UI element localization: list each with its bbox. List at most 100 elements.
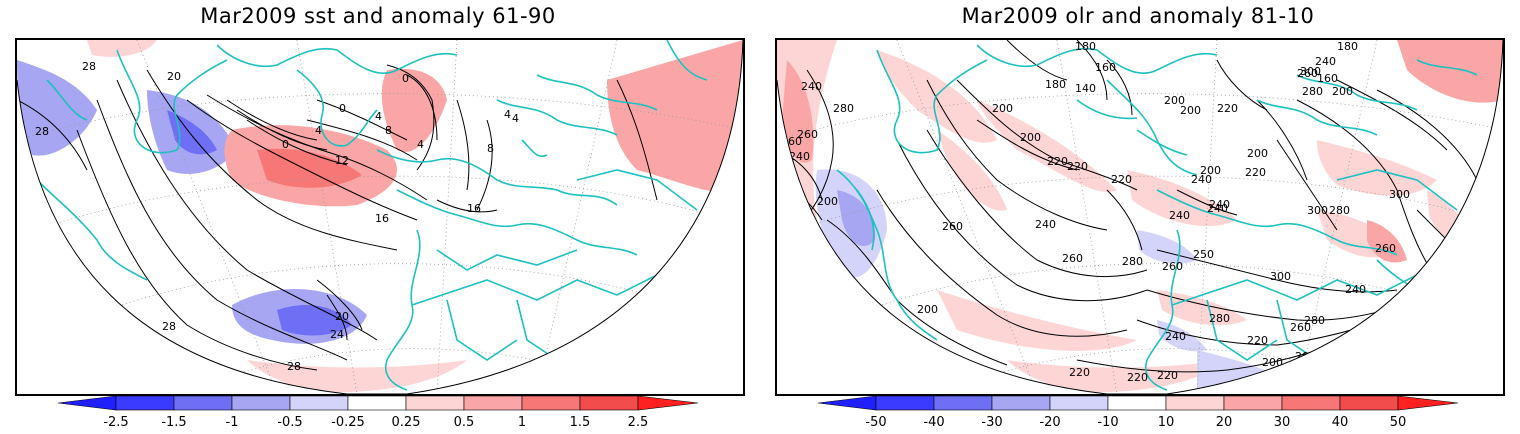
sst-colorbar-tick: 0.25 [392,415,421,430]
olr-label: 300 [1307,204,1328,217]
sst-label: 28 [82,60,96,73]
olr-swatch [1049,395,1109,411]
sst-swatch [637,395,699,411]
olr-label: 220 [1127,371,1148,384]
olr-label: 240 [1315,55,1336,68]
olr-label: 240 [1207,202,1228,215]
sst-label: 24 [330,328,344,341]
sst-label: 4 [315,124,322,137]
sst-colorbar-tick: -1 [226,415,239,430]
sst-swatch [521,395,581,411]
sst-disc-edge [17,40,743,394]
olr-colorbar-tick: 40 [1332,415,1349,430]
sst-label: 28 [35,125,49,138]
olr-label: 260 [1297,67,1318,80]
olr-label: 280 [1302,85,1323,98]
olr-swatch [1397,395,1459,411]
sst-colorbar-tick: 2.5 [628,415,649,430]
sst-label: 16 [467,202,481,215]
sst-label: 4 [375,110,382,123]
sst-label: 20 [335,310,349,323]
sst-label: 4 [512,112,519,125]
olr-label: 220 [1217,102,1238,115]
sst-swatch [57,395,117,411]
sst-panel-title: Mar2009 sst and anomaly 61-90 [200,4,556,28]
olr-graticule [777,40,1503,394]
olr-label: 200 [1262,356,1283,369]
olr-pos-anomaly-west-core [782,60,814,163]
olr-label: 260 [1375,242,1396,255]
sst-colorbar-tick: -0.5 [277,415,302,430]
sst-map-canvas: 28 28 20 0 0 0 4 4 8 12 16 16 4 8 4 4 20… [17,40,743,394]
olr-colorbar-tick: -30 [981,415,1002,430]
olr-label: 280 [1209,312,1230,325]
sst-label: 0 [339,102,346,115]
olr-label: 200 [1180,104,1201,117]
sst-pos-anomaly-baltic [381,68,447,152]
olr-label: 280 [1122,255,1143,268]
olr-label: 300 [1300,65,1321,78]
sst-label: 4 [417,138,424,151]
olr-pos-anomaly-east-core [1367,220,1407,263]
sst-colorbar-tick: 0.5 [454,415,475,430]
olr-label: 180 [1045,78,1066,91]
olr-label: 240 [1035,218,1056,231]
olr-swatch [991,395,1051,411]
olr-label: 220 [1245,166,1266,179]
sst-swatch [115,395,175,411]
olr-label: 160 [1095,61,1116,74]
sst-pos-anomaly-top [87,40,157,57]
olr-label: 200 [1295,350,1316,363]
olr-label: 240 [1165,330,1186,343]
sst-label: 8 [487,142,494,155]
olr-contour-labels: 240 280 260 260 240 200 180 160 140 180 … [781,40,1410,384]
olr-label: 280 [1304,314,1325,327]
olr-label: 220 [1247,334,1268,347]
sst-contour-labels: 28 28 20 0 0 0 4 4 8 12 16 16 4 8 4 4 20… [35,60,519,373]
sst-label: 28 [287,360,301,373]
olr-swatch [1223,395,1283,411]
olr-label: 140 [1075,82,1096,95]
olr-label: 280 [833,102,854,115]
sst-colorbar-svg: -2.5 -1.5 -1 -0.5 -0.25 0.25 0.5 1 1.5 2… [57,395,699,430]
olr-colorbar-tick: 20 [1216,415,1233,430]
sst-colorbar-tick: 1 [518,415,526,430]
sst-neg-anomaly-west [17,60,97,156]
sst-label: 16 [375,212,389,225]
sst-swatch [463,395,523,411]
olr-colorbar-swatches [817,395,1459,411]
olr-label: 220 [1047,155,1068,168]
olr-label: 160 [1317,72,1338,85]
olr-label: 250 [1193,248,1214,261]
sst-label: 12 [335,154,349,167]
olr-anomaly-shading: 240 280 260 260 240 200 180 160 140 180 … [777,40,1503,394]
sst-neg-anomaly-southeast-core [277,305,352,336]
olr-label: 200 [817,195,838,208]
olr-colorbar-ticks: -50 -40 -30 -20 -10 10 20 30 40 50 [865,415,1406,430]
olr-swatch [1339,395,1399,411]
olr-swatch [875,395,935,411]
sst-colorbar-tick: -2.5 [103,415,128,430]
olr-label: 260 [1290,321,1311,334]
olr-swatch [1165,395,1225,411]
olr-neg-anomaly-south [1157,320,1207,352]
sst-swatch [289,395,349,411]
olr-label: 220 [1069,366,1090,379]
olr-label: 200 [992,102,1013,115]
olr-swatch [933,395,993,411]
olr-label: 240 [1169,209,1190,222]
olr-label: 240 [1191,173,1212,186]
sst-swatch [405,395,465,411]
olr-neg-anomaly-west-core [837,190,876,247]
olr-label: 240 [801,80,822,93]
olr-label: 220 [1111,173,1132,186]
sst-colorbar: -2.5 -1.5 -1 -0.5 -0.25 0.25 0.5 1 1.5 2… [57,395,706,434]
olr-label: 200 [1332,85,1353,98]
olr-colorbar-tick: 50 [1390,415,1407,430]
sst-colorbar-tick: 1.5 [570,415,591,430]
olr-label: 180 [1337,40,1358,53]
sst-coastlines [36,40,708,391]
olr-colorbar-tick: -40 [923,415,944,430]
olr-colorbar-tick: 30 [1274,415,1291,430]
olr-label: 200 [1247,147,1268,160]
